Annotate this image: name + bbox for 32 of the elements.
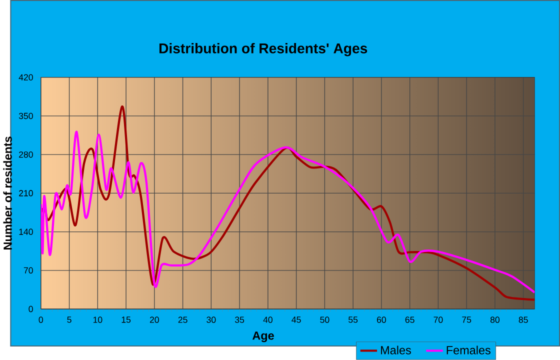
- legend-label: Males: [381, 346, 411, 354]
- x-tick-label: 35: [235, 316, 244, 323]
- x-tick-label: 60: [377, 316, 386, 323]
- x-axis-title: Age: [252, 332, 274, 342]
- x-tick-label: 30: [206, 316, 216, 323]
- x-tick-label: 10: [93, 316, 102, 323]
- x-tick-label: 80: [490, 316, 500, 323]
- x-tick-label: 65: [405, 316, 414, 323]
- y-tick-label: 420: [18, 74, 33, 81]
- x-tick-label: 40: [263, 316, 272, 323]
- x-tick-label: 45: [292, 316, 301, 323]
- x-tick-label: 5: [67, 316, 72, 323]
- chart-title: Distribution of Residents' Ages: [159, 43, 368, 56]
- x-tick-label: 0: [38, 316, 44, 323]
- x-tick-label: 20: [150, 316, 159, 323]
- x-tick-label: 55: [348, 316, 358, 323]
- y-tick-label: 350: [18, 112, 33, 120]
- y-tick-label: 70: [24, 267, 33, 274]
- y-tick-label: 0: [28, 306, 33, 312]
- x-tick-label: 15: [122, 316, 131, 323]
- line-series: [40, 106, 535, 301]
- x-tick-label: 85: [518, 316, 528, 323]
- y-tick-label: 210: [19, 190, 33, 196]
- legend-label: Females: [446, 346, 490, 354]
- y-axis-title: Number of residents: [3, 136, 12, 250]
- x-tick-label: 70: [434, 316, 443, 323]
- x-tick-label: 75: [462, 316, 472, 323]
- x-tick-label: 50: [320, 316, 330, 323]
- line-series: [40, 130, 535, 294]
- y-tick-label: 280: [19, 152, 33, 158]
- y-tick-label: 140: [19, 228, 33, 236]
- x-tick-label: 25: [178, 316, 188, 323]
